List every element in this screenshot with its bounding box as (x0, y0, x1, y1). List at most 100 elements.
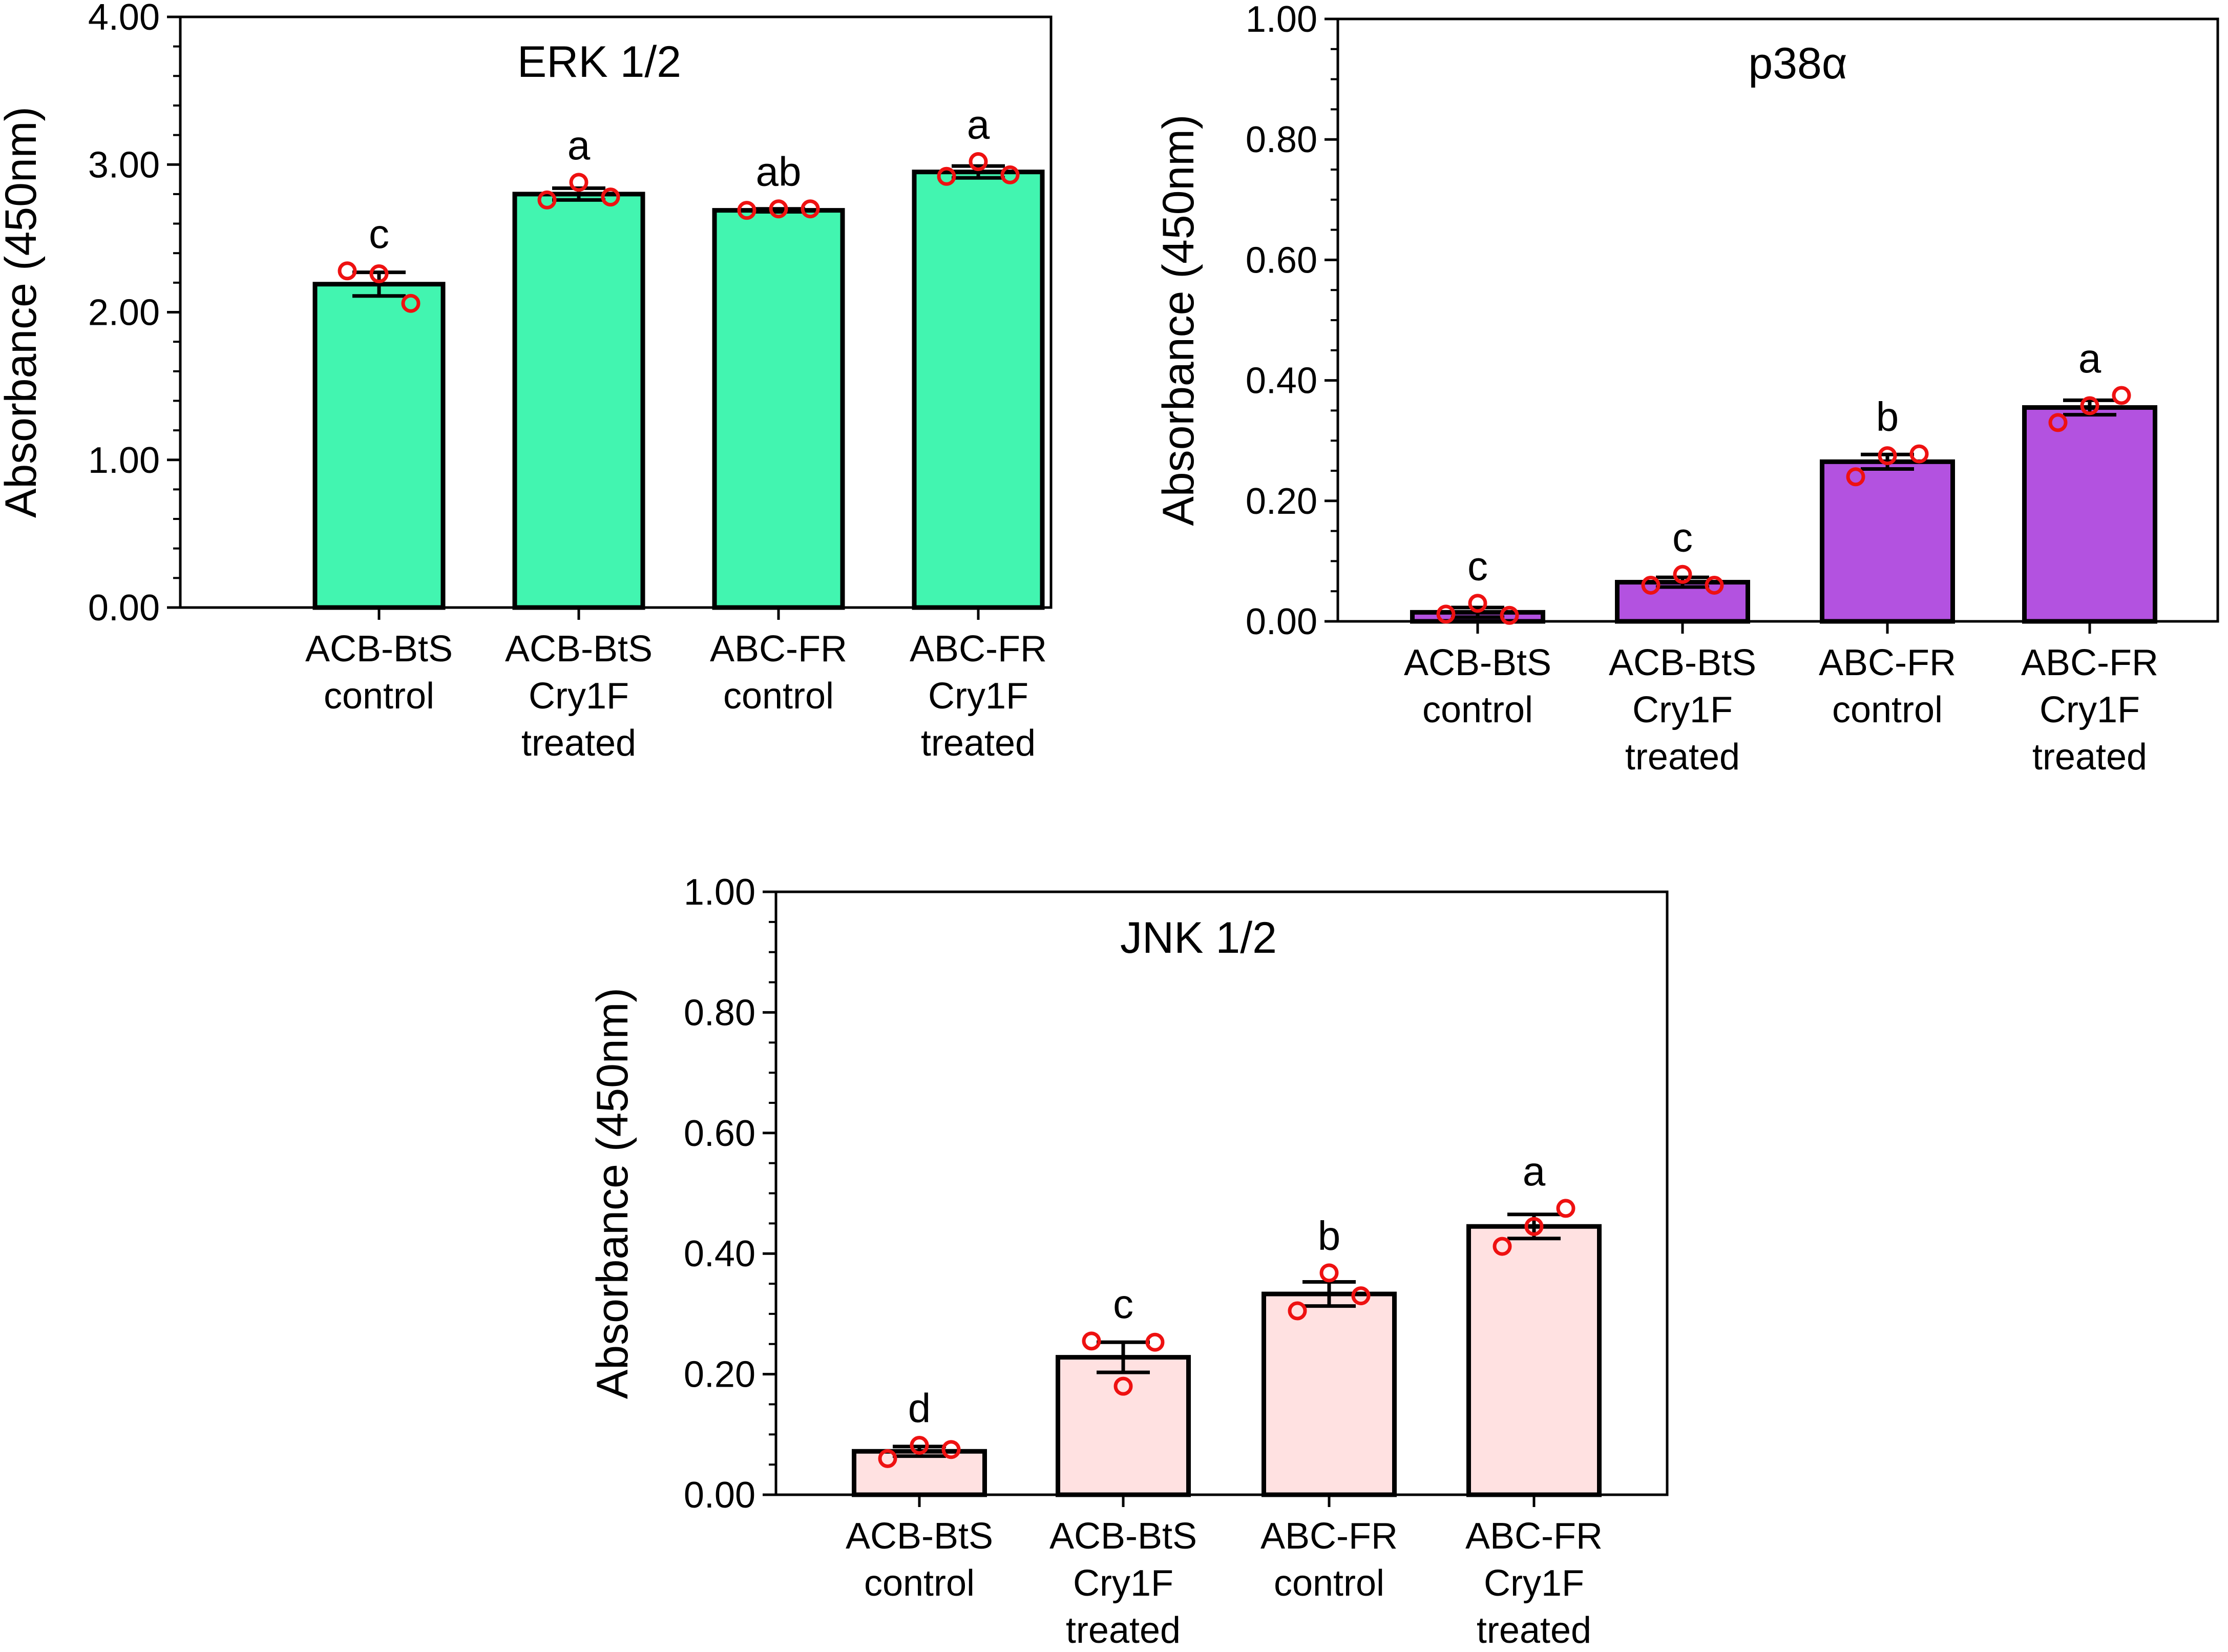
y-tick-label: 0.80 (1246, 119, 1317, 160)
data-point (369, 264, 389, 284)
bar (1262, 1291, 1397, 1497)
data-point (1145, 1332, 1165, 1352)
significance-letter: a (2078, 336, 2101, 381)
bar (1466, 1224, 1602, 1497)
bar (1820, 459, 1955, 624)
x-category-label: Cry1F (928, 676, 1028, 717)
x-category-label: ABC-FR (910, 629, 1047, 670)
y-tick-label: 1.00 (1246, 0, 1317, 40)
data-point (737, 201, 756, 220)
y-tick-label: 3.00 (88, 144, 160, 185)
significance-letter: c (369, 211, 389, 257)
data-point (601, 187, 620, 207)
data-point (1319, 1263, 1339, 1283)
data-point (537, 190, 557, 210)
x-category-label: ACB-BtS (1609, 642, 1756, 683)
x-category-label: control (1422, 689, 1533, 730)
y-tick-label: 4.00 (88, 0, 160, 38)
data-point (1351, 1286, 1371, 1306)
data-point (401, 294, 421, 313)
y-axis-title: Absorbance (450nm) (588, 988, 637, 1399)
y-tick-label: 0.00 (88, 588, 160, 629)
significance-letter: d (908, 1385, 931, 1431)
data-point (937, 166, 956, 186)
x-category-label: Cry1F (529, 676, 629, 717)
significance-letter: b (1318, 1213, 1341, 1259)
data-point (1082, 1331, 1101, 1351)
x-category-label: treated (1066, 1610, 1181, 1651)
data-point (1524, 1217, 1544, 1236)
x-category-label: Cry1F (2040, 689, 2140, 730)
significance-letter: c (1467, 543, 1488, 589)
y-tick-label: 0.00 (1246, 601, 1317, 642)
bar (912, 170, 1045, 610)
y-axis-title: Absorbance (450nm) (0, 107, 46, 518)
data-point (1556, 1199, 1575, 1218)
data-point (801, 199, 820, 219)
x-category-label: ABC-FR (2021, 642, 2158, 683)
significance-letter: b (1876, 394, 1899, 440)
x-category-label: ACB-BtS (846, 1516, 993, 1557)
data-point (1705, 575, 1724, 595)
data-point (1436, 604, 1456, 624)
bar (312, 282, 446, 610)
y-tick-label: 0.80 (684, 992, 755, 1033)
bar (712, 208, 845, 610)
x-category-label: ABC-FR (710, 629, 847, 670)
data-point (2112, 386, 2131, 405)
x-category-label: ACB-BtS (1404, 642, 1551, 683)
y-tick-label: 0.20 (1246, 481, 1317, 522)
y-axis-title: Absorbance (450nm) (1154, 114, 1203, 526)
y-tick-label: 0.40 (684, 1233, 755, 1274)
x-category-label: control (723, 676, 834, 717)
data-point (2080, 396, 2099, 415)
bar (2022, 405, 2157, 624)
y-tick-label: 0.00 (684, 1475, 755, 1516)
data-point (1288, 1301, 1307, 1321)
y-tick-label: 2.00 (88, 292, 160, 333)
y-tick-label: 0.20 (684, 1354, 755, 1395)
x-category-label: Cry1F (1632, 689, 1733, 730)
x-category-label: treated (521, 723, 636, 764)
data-point (338, 261, 357, 281)
y-tick-label: 1.00 (684, 872, 755, 913)
x-category-label: Cry1F (1484, 1563, 1584, 1604)
data-point (1846, 467, 1865, 487)
data-point (1500, 605, 1519, 625)
data-point (1673, 564, 1692, 584)
data-point (941, 1440, 961, 1459)
x-category-label: treated (921, 723, 1036, 764)
data-point (2048, 413, 2068, 432)
p38-panel: 0.00 0.20 0.40 0.60 0.80 1.00 Absorbance (450n… (1154, 0, 2219, 778)
data-point (1468, 594, 1487, 613)
x-category-label: ACB-BtS (1049, 1516, 1197, 1557)
erk-panel: 0.00 1.00 2.00 3.00 4.00 Absorbance (450nm) ER… (0, 0, 1053, 764)
data-point (1909, 444, 1929, 464)
x-category-label: ACB-BtS (505, 629, 653, 670)
x-category-label: ABC-FR (1465, 1516, 1603, 1557)
data-point (1113, 1376, 1133, 1396)
significance-letter: a (1523, 1148, 1546, 1194)
y-tick-label: 0.60 (1246, 240, 1317, 281)
x-category-label: Cry1F (1073, 1563, 1173, 1604)
data-point (1000, 165, 1020, 184)
y-tick-label: 1.00 (88, 440, 160, 481)
significance-letter: ab (756, 149, 802, 195)
data-point (1878, 446, 1897, 466)
data-point (969, 152, 988, 171)
x-category-label: treated (2032, 737, 2147, 778)
chart-title: ERK 1/2 (517, 37, 681, 87)
significance-letter: c (1113, 1281, 1133, 1327)
data-point (878, 1449, 897, 1468)
data-point (1641, 575, 1661, 595)
significance-letter: a (567, 122, 591, 168)
x-category-label: control (324, 676, 434, 717)
x-category-label: control (1274, 1563, 1384, 1604)
data-point (1493, 1237, 1512, 1256)
x-category-label: treated (1625, 737, 1740, 778)
x-category-label: control (1832, 689, 1943, 730)
x-category-label: ACB-BtS (305, 629, 453, 670)
chart-title: JNK 1/2 (1120, 913, 1277, 963)
jnk-panel: 0.00 0.20 0.40 0.60 0.80 1.00 Absorbance (450n… (588, 872, 1669, 1651)
